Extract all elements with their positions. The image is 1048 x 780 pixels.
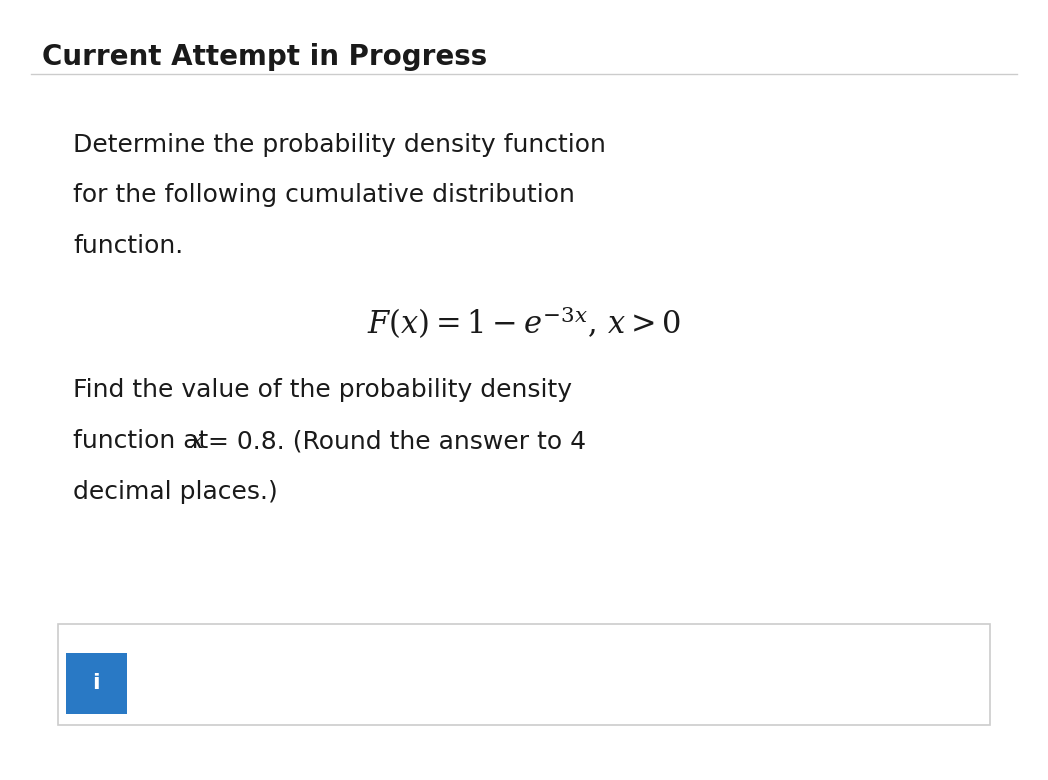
Text: = 0.8. (Round the answer to 4: = 0.8. (Round the answer to 4 [199,429,586,453]
Text: Find the value of the probability density: Find the value of the probability densit… [73,378,572,402]
Text: function at: function at [73,429,217,453]
Text: i: i [92,673,101,693]
Text: $x$: $x$ [189,429,204,453]
FancyBboxPatch shape [58,624,990,725]
Text: $F(x) = 1 - e^{-3x}, \, x > 0$: $F(x) = 1 - e^{-3x}, \, x > 0$ [367,304,681,341]
FancyBboxPatch shape [66,653,127,714]
Text: for the following cumulative distribution: for the following cumulative distributio… [73,183,575,207]
Text: Current Attempt in Progress: Current Attempt in Progress [42,43,487,71]
Text: decimal places.): decimal places.) [73,480,278,504]
Text: Determine the probability density function: Determine the probability density functi… [73,133,606,157]
Text: function.: function. [73,234,183,258]
